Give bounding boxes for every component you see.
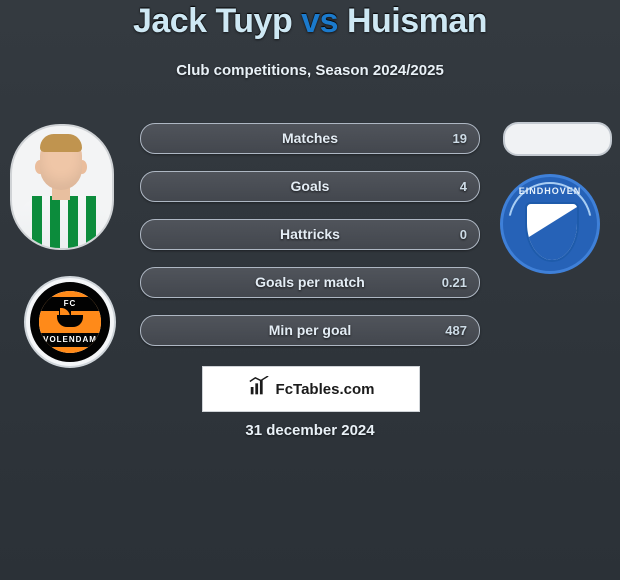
stat-right-value: 0 [460, 220, 467, 249]
player1-avatar [10, 124, 114, 250]
footer-date: 31 december 2024 [0, 422, 620, 439]
stat-label: Goals [141, 172, 479, 201]
stat-right-value: 0.21 [442, 268, 467, 297]
player2-club-crest: EINDHOVEN [500, 174, 600, 274]
stat-label: Min per goal [141, 316, 479, 345]
page-title: Jack Tuyp vs Huisman [0, 2, 620, 41]
stat-label: Matches [141, 124, 479, 153]
title-vs: vs [292, 2, 347, 40]
bar-chart-icon [248, 376, 270, 403]
comparison-card: Jack Tuyp vs Huisman Club competitions, … [0, 0, 620, 580]
stat-row-matches: Matches 19 [140, 123, 480, 154]
subtitle: Club competitions, Season 2024/2025 [0, 62, 620, 79]
player1-club-crest: FC VOLENDAM [24, 276, 116, 368]
stat-right-value: 487 [445, 316, 467, 345]
watermark-card: FcTables.com [202, 366, 420, 412]
stat-right-value: 19 [453, 124, 467, 153]
crest2-text-top: EINDHOVEN [500, 186, 600, 196]
stat-row-min-per-goal: Min per goal 487 [140, 315, 480, 346]
stat-label: Goals per match [141, 268, 479, 297]
stat-label: Hattricks [141, 220, 479, 249]
stat-row-hattricks: Hattricks 0 [140, 219, 480, 250]
stat-row-goals-per-match: Goals per match 0.21 [140, 267, 480, 298]
stats-list: Matches 19 Goals 4 Hattricks 0 Goals per… [140, 123, 480, 363]
crest1-text-bottom: VOLENDAM [39, 333, 101, 347]
title-player1: Jack Tuyp [133, 2, 292, 40]
title-player2: Huisman [347, 2, 487, 40]
player2-avatar-placeholder [503, 122, 612, 156]
stat-row-goals: Goals 4 [140, 171, 480, 202]
stat-right-value: 4 [460, 172, 467, 201]
watermark-text: FcTables.com [276, 381, 375, 398]
